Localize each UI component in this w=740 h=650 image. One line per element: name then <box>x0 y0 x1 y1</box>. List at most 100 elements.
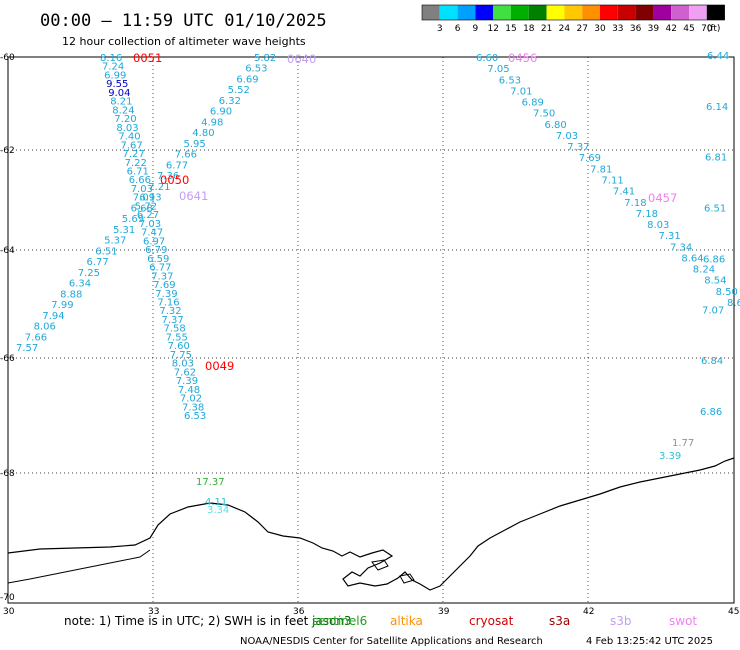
wave-height-label: 8.03 <box>647 220 669 231</box>
wave-height-label: 7.11 <box>602 176 624 187</box>
legend-tick-label: 39 <box>648 24 660 34</box>
wave-height-label: 6.86 <box>703 254 725 265</box>
wave-height-label: 6.69 <box>236 75 258 86</box>
wave-height-label: 5.37 <box>104 236 126 247</box>
wave-height-label: 6.53 <box>499 75 521 86</box>
wave-height-label: 7.21 <box>148 182 170 193</box>
lat-label: -62 <box>0 146 15 156</box>
legend-swatch <box>422 5 440 20</box>
coastal-wave-height-label: 3.39 <box>659 451 681 462</box>
legend-tick-label: 24 <box>559 24 571 34</box>
satellite-legend-item: sentinel6 <box>312 614 367 628</box>
antarctic-coastline <box>7 457 735 591</box>
legend-swatch <box>671 5 689 20</box>
wave-height-label: 6.32 <box>219 96 241 107</box>
lon-label: 33 <box>148 607 159 617</box>
satellite-legend-item: s3a <box>549 614 570 628</box>
wave-height-label: 7.01 <box>510 86 532 97</box>
satellite-legend-item: swot <box>669 614 697 628</box>
legend-tick-label: 3 <box>437 24 443 34</box>
wave-height-label: 5.52 <box>228 85 250 96</box>
wave-height-label: 7.20 <box>114 114 136 125</box>
wave-height-label: 7.69 <box>153 280 175 291</box>
legend-swatch <box>689 5 707 20</box>
wave-height-label: 7.16 <box>157 298 179 309</box>
legend-tick-label: 27 <box>576 24 587 34</box>
lat-label: -64 <box>0 246 15 256</box>
wave-height-label: 7.03 <box>139 219 161 230</box>
wave-height-label: 7.25 <box>78 268 100 279</box>
lat-label: -60 <box>0 53 15 63</box>
footer-credit: NOAA/NESDIS Center for Satellite Applica… <box>240 636 543 647</box>
wave-height-label: 8.03 <box>172 359 194 370</box>
wave-height-label: 5.31 <box>113 225 135 236</box>
wave-height-label: 6.80 <box>545 120 567 131</box>
wave-height-label: 7.94 <box>42 311 64 322</box>
legend-swatch <box>528 5 547 20</box>
wave-height-label: 7.34 <box>670 242 692 253</box>
wave-height-label: 7.48 <box>178 385 200 396</box>
wave-height-label: 6.79 <box>145 245 167 256</box>
wave-height-label: 6.77 <box>149 263 171 274</box>
lon-label: 45 <box>728 607 739 617</box>
wave-height-label: 7.18 <box>636 209 658 220</box>
satellite-legend-item: s3b <box>610 614 632 628</box>
legend-tick-label: 45 <box>683 24 694 34</box>
wave-height-label: 7.41 <box>613 187 635 198</box>
legend-swatch <box>617 5 636 20</box>
wave-height-label: 7.37 <box>567 142 589 153</box>
wave-height-label: 9.04 <box>108 88 130 99</box>
wave-height-label: 6.71 <box>127 167 149 178</box>
wave-height-label: 4.98 <box>201 117 223 128</box>
wave-height-label: 7.75 <box>170 350 192 361</box>
satellite-legend-item: altika <box>390 614 423 628</box>
legend-tick-label: 6 <box>455 24 461 34</box>
legend-tick-label: 70 <box>701 24 713 34</box>
wave-height-label: 7.55 <box>166 332 188 343</box>
wave-height-label: 7.50 <box>533 109 555 120</box>
legend-swatch <box>564 5 583 20</box>
wave-height-label: 6.86 <box>700 407 722 418</box>
wave-height-label: 7.18 <box>624 198 646 209</box>
wave-height-label: 6.14 <box>706 102 728 113</box>
wave-height-label: 8.62 <box>727 298 740 309</box>
legend-swatch <box>635 5 654 20</box>
legend-swatch <box>493 5 511 20</box>
pass-time-label: 0641 <box>179 189 208 203</box>
wave-height-label: 5.95 <box>184 139 206 150</box>
legend-swatch <box>457 5 476 20</box>
wave-height-label: 7.22 <box>125 158 147 169</box>
wave-height-label: 6.97 <box>143 236 165 247</box>
wave-height-label: 7.57 <box>16 343 38 354</box>
wave-height-label: 6.53 <box>245 64 267 75</box>
wave-height-label: 7.69 <box>579 153 601 164</box>
color-scale-legend: 3 6 9 12 15 18 21 24 27 30 33 36 39 42 45 70(ft) <box>421 4 725 34</box>
coastal-wave-height-label: 4.11 <box>205 497 227 508</box>
wave-height-label: 7.99 <box>51 300 73 311</box>
pass-labels: 0051 0640 0456 0050 0641 0457 0049 <box>133 51 677 373</box>
wave-height-label: 6.27 <box>137 210 159 221</box>
map-note: note: 1) Time is in UTC; 2) SWH is in fe… <box>64 614 309 628</box>
wave-height-label: 7.60 <box>168 341 190 352</box>
wave-height-label: 6.77 <box>166 160 188 171</box>
wave-height-label: 7.40 <box>118 132 140 143</box>
legend-tick-label: 42 <box>665 24 676 34</box>
legend-tick-label: 21 <box>541 24 552 34</box>
wave-height-label: 5.72 <box>135 201 157 212</box>
coast-outline <box>7 549 151 584</box>
wave-height-label: 7.47 <box>141 228 163 239</box>
wave-height-label: 7.37 <box>162 315 184 326</box>
lat-label: -70 <box>0 593 15 603</box>
lon-axis-labels: 30 33 36 39 42 45 <box>3 607 739 617</box>
wave-height-label: 7.03 <box>131 184 153 195</box>
wave-height-label: 8.64 <box>681 254 703 265</box>
wave-height-label: 7.02 <box>180 394 202 405</box>
coastal-wave-height-label: 3.34 <box>207 505 229 516</box>
lon-label: 39 <box>438 607 450 617</box>
wave-height-label: 7.62 <box>174 367 196 378</box>
wave-height-label: 7.36 <box>157 171 179 182</box>
wave-height-label: 6.13 <box>139 193 161 204</box>
wave-height-label: 6.84 <box>701 356 723 367</box>
wave-height-label: 8.54 <box>704 276 726 287</box>
